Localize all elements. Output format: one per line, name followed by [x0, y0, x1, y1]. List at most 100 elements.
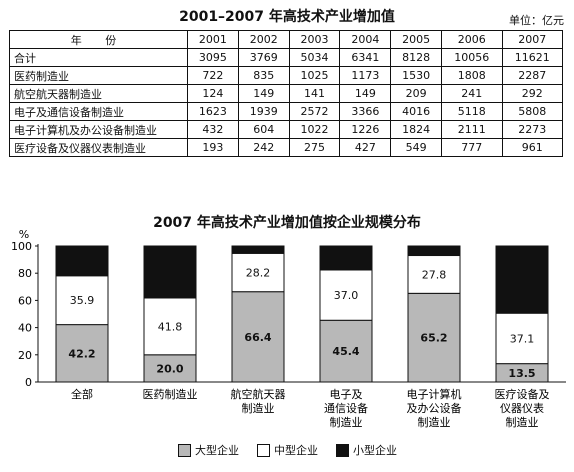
- table-cell: 2572: [288, 102, 341, 121]
- row-label: 医疗设备及仪器仪表制造业: [9, 138, 188, 157]
- year-header: 2007: [501, 30, 563, 49]
- row-label: 医药制造业: [9, 66, 188, 85]
- chart-title: 2007 年高技术产业增加值按企业规模分布: [153, 215, 421, 231]
- row-label: 航空航天器制造业: [9, 84, 188, 103]
- table-cell: 1173: [339, 66, 392, 85]
- category-label: 医疗设备及: [495, 387, 550, 401]
- legend-swatch-medium: [257, 443, 270, 457]
- table-cell: 961: [501, 138, 563, 157]
- legend-label: 小型企业: [353, 444, 397, 457]
- year-header: 2004: [339, 30, 392, 49]
- bar-segment: [407, 292, 461, 383]
- table-row: 电子计算机及办公设备制造业 432 604 1022 1226 1824 2111 2273: [9, 120, 563, 139]
- category-label: 航空航天器: [231, 387, 286, 401]
- table-cell: 1226: [339, 120, 392, 139]
- table-cell: 1025: [288, 66, 341, 85]
- bar-segment: [143, 354, 197, 383]
- row-label: 电子及通信设备制造业: [9, 102, 188, 121]
- y-tick-label: 40: [18, 322, 32, 335]
- data-label: 42.2: [68, 347, 95, 360]
- data-label: 37.1: [510, 332, 535, 345]
- header-label: 年 份: [9, 30, 188, 49]
- bar-segment: [319, 319, 373, 383]
- legend-item: 大型企业: [178, 442, 239, 458]
- table-cell: 149: [339, 84, 392, 103]
- table-cell: 604: [237, 120, 290, 139]
- table-cell: 1824: [390, 120, 443, 139]
- year-header: 2006: [441, 30, 503, 49]
- table-cell: 2287: [501, 66, 563, 85]
- category-label: 仪器仪表: [500, 401, 544, 415]
- table-cell: 8128: [390, 48, 443, 67]
- y-tick-label: 100: [11, 240, 32, 253]
- table-cell: 292: [501, 84, 563, 103]
- table-cell: 1939: [237, 102, 290, 121]
- year-header: 2005: [390, 30, 443, 49]
- table-title: 2001–2007 年高技术产业增加值: [179, 9, 395, 25]
- y-axis-label: %: [19, 228, 29, 241]
- table-row: 医药制造业 722 835 1025 1173 1530 1808 2287: [9, 66, 563, 85]
- bar-segment: [495, 245, 549, 314]
- legend-item: 中型企业: [257, 442, 318, 458]
- category-label: 电子计算机: [407, 387, 462, 401]
- table-header-row: 年 份 2001 2002 2003 2004 2005 2006 2007: [9, 30, 563, 49]
- bar-segment: [319, 269, 373, 321]
- table-unit: 单位：亿元: [509, 14, 564, 27]
- table-cell: 3366: [339, 102, 392, 121]
- y-tick-label: 20: [18, 349, 32, 362]
- bar-segment: [143, 297, 197, 356]
- table-cell: 242: [237, 138, 290, 157]
- y-tick-label: 80: [18, 267, 32, 280]
- legend: 大型企业 中型企业 小型企业: [178, 442, 397, 458]
- table-cell: 124: [187, 84, 239, 103]
- table-cell: 209: [390, 84, 443, 103]
- bar-segment: [231, 245, 285, 254]
- table-cell: 241: [441, 84, 503, 103]
- data-table: 年 份 2001 2002 2003 2004 2005 2006 2007 合…: [9, 30, 563, 157]
- data-label: 45.4: [332, 345, 359, 358]
- category-label: 及办公设备: [407, 401, 462, 415]
- data-label: 41.8: [158, 320, 183, 333]
- table-cell: 432: [187, 120, 239, 139]
- table-cell: 3769: [237, 48, 290, 67]
- bar-segment: [231, 291, 285, 383]
- row-label: 合计: [9, 48, 188, 67]
- table-cell: 275: [288, 138, 341, 157]
- table-cell: 2111: [441, 120, 503, 139]
- bar-segment: [407, 245, 461, 257]
- bar-segment: [143, 245, 197, 299]
- bar-segment: [55, 245, 109, 277]
- year-header: 2003: [288, 30, 341, 49]
- table-cell: 4016: [390, 102, 443, 121]
- table-cell: 1808: [441, 66, 503, 85]
- row-label: 电子计算机及办公设备制造业: [9, 120, 188, 139]
- table-row: 医疗设备及仪器仪表制造业 193 242 275 427 549 777 961: [9, 138, 563, 157]
- table-cell: 722: [187, 66, 239, 85]
- legend-item: 小型企业: [336, 442, 397, 458]
- legend-swatch-small: [336, 443, 349, 457]
- category-label: 制造业: [506, 415, 539, 429]
- category-label: 通信设备: [324, 401, 368, 415]
- table-cell: 5118: [441, 102, 503, 121]
- bar-segment: [55, 275, 109, 326]
- table-cell: 6341: [339, 48, 392, 67]
- table-cell: 141: [288, 84, 341, 103]
- bar-segment: [407, 255, 461, 294]
- legend-swatch-large: [178, 443, 191, 457]
- data-label: 65.2: [420, 332, 447, 345]
- legend-label: 大型企业: [195, 444, 239, 457]
- stacked-bar-chart: % 0 20 40 60 80 100 42.2 35.9 全部 20.0 41.8 医药制造业 66.4…: [11, 228, 566, 429]
- y-tick-label: 60: [18, 294, 32, 307]
- table-cell: 193: [187, 138, 239, 157]
- data-label: 20.0: [156, 362, 183, 375]
- table-cell: 1022: [288, 120, 341, 139]
- table-cell: 549: [390, 138, 443, 157]
- category-label: 电子及: [330, 388, 363, 401]
- category-label: 制造业: [418, 415, 451, 429]
- legend-label: 中型企业: [274, 444, 318, 457]
- table-cell: 835: [237, 66, 290, 85]
- category-label: 制造业: [242, 401, 275, 415]
- table-cell: 3095: [187, 48, 239, 67]
- data-label: 27.8: [422, 268, 447, 281]
- data-label: 28.2: [246, 267, 271, 280]
